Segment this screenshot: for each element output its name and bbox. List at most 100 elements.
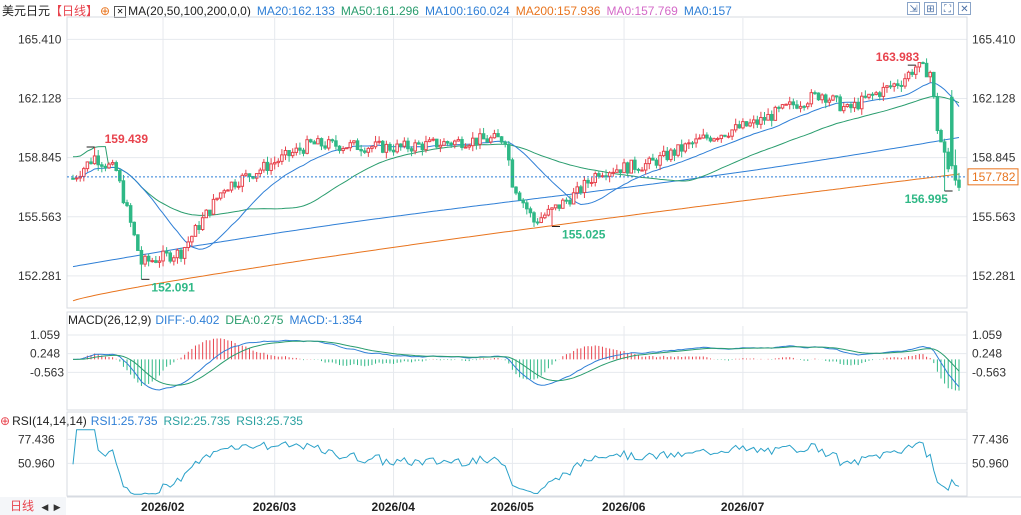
candle-body [751,119,756,124]
candle-body [359,149,363,152]
candle-body [942,141,947,153]
footer-period-bar: 日线 ◀ ▶ [0,497,66,515]
candle-body [841,106,846,112]
candle-body [809,92,814,105]
candle-body [665,150,670,161]
candle-body [380,140,385,153]
candle-body [229,181,234,191]
candle-body [852,101,857,109]
fullscreen-icon[interactable]: ⛶ [941,2,954,15]
candle-body [579,186,583,194]
rsi-tick-label-left: 50.960 [18,456,55,470]
candle-body [618,169,623,174]
candle-body [780,104,785,109]
candle-body [107,163,111,169]
nav-right-icon[interactable]: ▶ [53,502,61,512]
macd-dea-line [73,340,960,386]
candle-body [633,159,637,170]
candle-body [143,255,147,265]
candle-body [445,141,450,144]
candle-body [416,142,421,145]
candle-body [676,144,680,156]
ma100-line [72,137,960,268]
candle-body [935,96,940,132]
candle-body [557,204,561,209]
price-tick-label-left: 152.281 [18,269,62,283]
candle-body [200,217,205,230]
candle-body [878,92,882,97]
candle-body [892,83,896,87]
period-label[interactable]: 【日线】 [50,4,99,18]
rsi-settings-icon[interactable]: ⊕ [0,414,11,428]
candle-body [157,260,162,263]
candle-body [723,134,727,137]
close-icon[interactable]: ✕ [958,2,971,15]
candle-body [175,249,180,259]
candle-body [730,129,734,137]
candle-body [233,181,237,188]
candle-body [517,192,522,201]
candle-body [615,169,619,173]
candle-body [373,141,378,148]
candle-body [287,150,291,157]
price-tick-label-left: 165.410 [18,32,62,46]
candle-body [744,121,749,127]
candle-body [838,96,842,112]
candle-body [96,155,100,166]
candle-body [265,161,270,171]
candle-body [827,99,832,103]
candle-body [222,190,227,194]
footer-period-label[interactable]: 日线 [10,499,35,513]
candle-body [215,197,219,200]
candle-body [514,186,518,194]
rsi-value: RSI1:25.735 [90,414,158,428]
candle-body [917,62,922,68]
candle-body [82,168,86,177]
candle-body [168,252,173,262]
candle-body [366,147,371,153]
candle-body [784,103,788,106]
candle-body [308,139,313,143]
candle-body [640,169,644,172]
macd-tick-label-right: 0.248 [972,347,1002,361]
candle-body [834,95,839,98]
candle-body [150,260,154,263]
candle-body [226,189,230,192]
panel-border [66,16,968,309]
candle-body [100,164,104,167]
candle-body [247,173,252,177]
candle-body [74,177,79,180]
candle-body [211,198,216,215]
candle-body [719,134,724,140]
candle-body [748,122,752,127]
candle-body [647,157,652,165]
candle-body [182,247,187,259]
candle-body [823,94,828,103]
candle-body [629,159,634,174]
candle-body [899,84,904,87]
candle-body [521,199,525,204]
candle-body [636,168,641,171]
candle-body [398,143,403,147]
price-tick-label-right: 155.563 [972,210,1016,224]
settings-icon[interactable]: ⊕ [100,4,111,18]
candle-body [481,133,486,140]
candle-body [816,92,821,101]
ma-value: MA0:157 [683,4,732,18]
candle-body [597,173,601,177]
rsi-tick-label-right: 77.436 [972,432,1009,446]
macd-tick-label-left: 1.059 [30,328,60,342]
nav-left-icon[interactable]: ◀ [41,502,49,512]
candle-body [957,179,961,188]
expand-icon[interactable]: ⇲ [907,2,920,15]
candle-body [161,250,165,262]
candle-body [571,192,576,205]
candle-body [294,147,299,153]
candle-body [435,138,439,148]
panel-border [66,411,968,497]
grid-icon[interactable]: ⊞ [924,2,937,15]
candle-body [492,133,497,139]
candle-body [654,159,659,166]
ma-value: MA100:160.024 [424,4,510,18]
